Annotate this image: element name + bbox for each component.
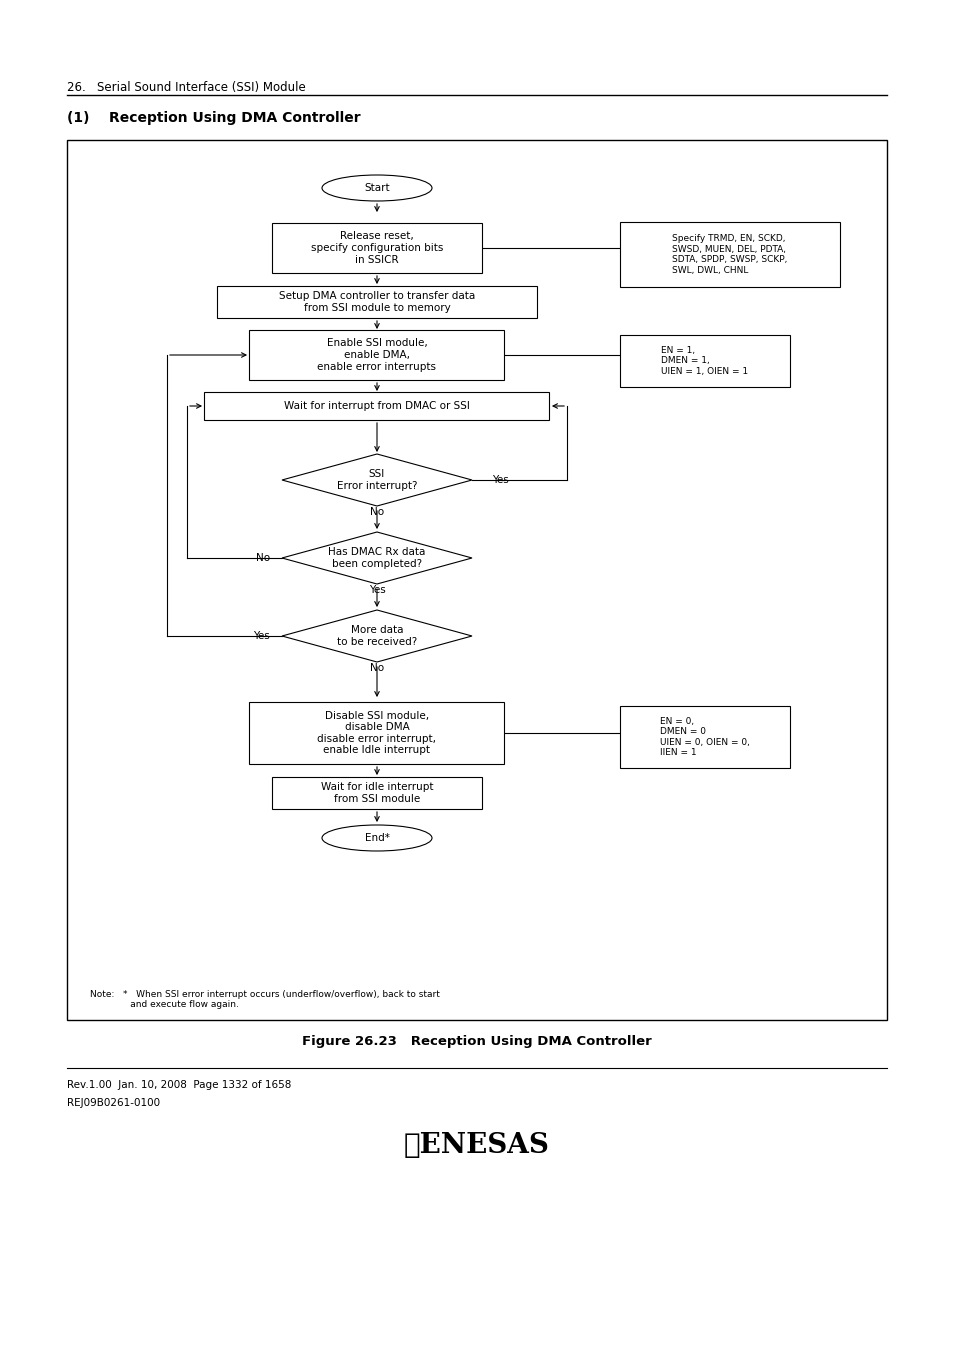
Text: Specify TRMD, EN, SCKD,
SWSD, MUEN, DEL, PDTA,
SDTA, SPDP, SWSP, SCKP,
SWL, DWL,: Specify TRMD, EN, SCKD, SWSD, MUEN, DEL,… bbox=[672, 235, 787, 274]
Text: Release reset,
specify configuration bits
in SSICR: Release reset, specify configuration bit… bbox=[311, 231, 443, 265]
Text: Has DMAC Rx data
been completed?: Has DMAC Rx data been completed? bbox=[328, 547, 425, 568]
Text: REJ09B0261-0100: REJ09B0261-0100 bbox=[67, 1098, 160, 1108]
Text: No: No bbox=[370, 508, 384, 517]
FancyBboxPatch shape bbox=[272, 778, 481, 809]
FancyBboxPatch shape bbox=[619, 335, 789, 387]
Text: 26.   Serial Sound Interface (SSI) Module: 26. Serial Sound Interface (SSI) Module bbox=[67, 81, 305, 95]
Text: Enable SSI module,
enable DMA,
enable error interrupts: Enable SSI module, enable DMA, enable er… bbox=[317, 339, 436, 371]
Text: Wait for idle interrupt
from SSI module: Wait for idle interrupt from SSI module bbox=[320, 782, 433, 803]
Text: EN = 1,
DMEN = 1,
UIEN = 1, OIEN = 1: EN = 1, DMEN = 1, UIEN = 1, OIEN = 1 bbox=[660, 346, 748, 375]
Text: Yes: Yes bbox=[492, 475, 508, 485]
Text: Wait for interrupt from DMAC or SSI: Wait for interrupt from DMAC or SSI bbox=[284, 401, 470, 410]
FancyBboxPatch shape bbox=[216, 286, 537, 319]
Text: More data
to be received?: More data to be received? bbox=[336, 625, 416, 647]
Polygon shape bbox=[282, 532, 472, 585]
Text: ℝENESAS: ℝENESAS bbox=[404, 1131, 549, 1158]
Text: SSI
Error interrupt?: SSI Error interrupt? bbox=[336, 470, 416, 491]
FancyBboxPatch shape bbox=[619, 706, 789, 768]
Text: EN = 0,
DMEN = 0
UIEN = 0, OIEN = 0,
IIEN = 1: EN = 0, DMEN = 0 UIEN = 0, OIEN = 0, IIE… bbox=[659, 717, 749, 757]
Ellipse shape bbox=[322, 825, 432, 850]
FancyBboxPatch shape bbox=[67, 140, 886, 1021]
Polygon shape bbox=[282, 454, 472, 506]
Text: Disable SSI module,
disable DMA
disable error interrupt,
enable Idle interrupt: Disable SSI module, disable DMA disable … bbox=[317, 710, 436, 756]
Text: Yes: Yes bbox=[368, 585, 385, 595]
Text: No: No bbox=[255, 554, 270, 563]
Text: Figure 26.23   Reception Using DMA Controller: Figure 26.23 Reception Using DMA Control… bbox=[302, 1035, 651, 1049]
Text: No: No bbox=[370, 663, 384, 674]
FancyBboxPatch shape bbox=[250, 329, 504, 379]
FancyBboxPatch shape bbox=[619, 221, 840, 288]
FancyBboxPatch shape bbox=[272, 223, 481, 273]
Ellipse shape bbox=[322, 176, 432, 201]
Text: Start: Start bbox=[364, 184, 390, 193]
FancyBboxPatch shape bbox=[204, 392, 549, 420]
Text: Note:   *   When SSI error interrupt occurs (underflow/overflow), back to start
: Note: * When SSI error interrupt occurs … bbox=[90, 990, 439, 1010]
Text: End*: End* bbox=[364, 833, 389, 842]
Text: Setup DMA controller to transfer data
from SSI module to memory: Setup DMA controller to transfer data fr… bbox=[278, 292, 475, 313]
Polygon shape bbox=[282, 610, 472, 662]
FancyBboxPatch shape bbox=[250, 702, 504, 764]
Text: (1)    Reception Using DMA Controller: (1) Reception Using DMA Controller bbox=[67, 111, 360, 126]
Text: Rev.1.00  Jan. 10, 2008  Page 1332 of 1658: Rev.1.00 Jan. 10, 2008 Page 1332 of 1658 bbox=[67, 1080, 291, 1089]
Text: Yes: Yes bbox=[253, 630, 270, 641]
